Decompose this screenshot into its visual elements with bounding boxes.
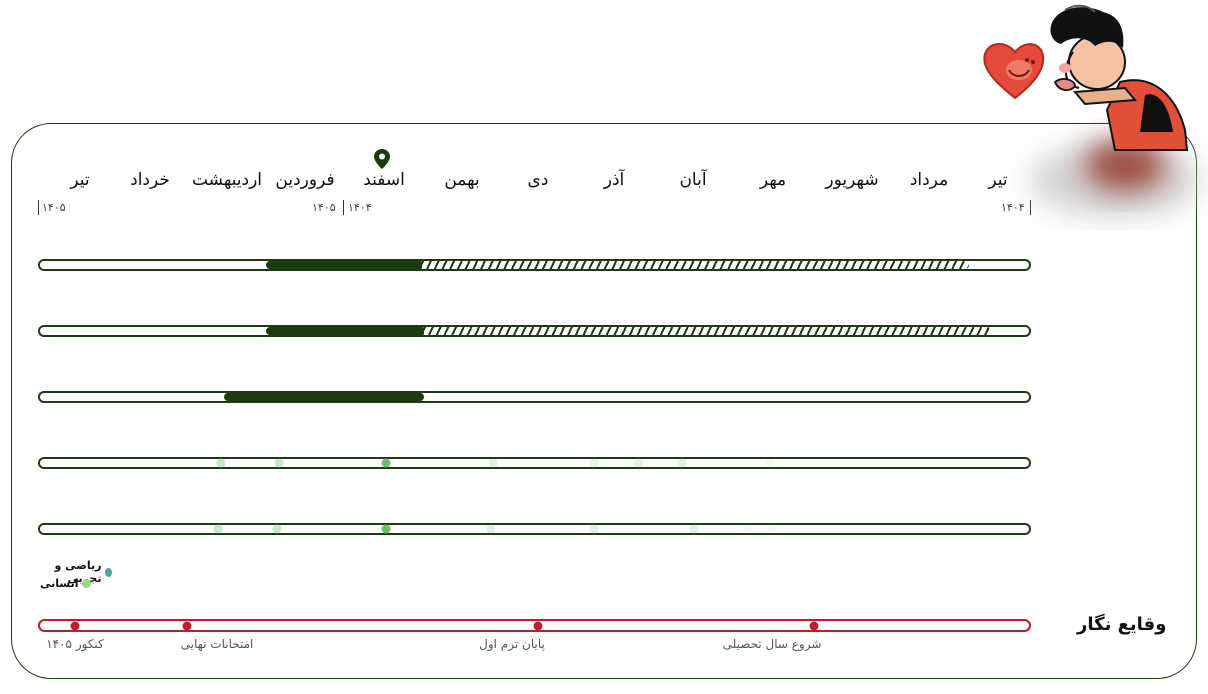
row-5-dot[interactable] bbox=[272, 524, 282, 534]
row-4-dot[interactable] bbox=[589, 458, 599, 468]
month-label-azar[interactable]: آذر bbox=[603, 170, 625, 190]
legend-swatch-humanities bbox=[82, 579, 92, 588]
events-title: وقایع نگار bbox=[1077, 614, 1167, 635]
legend-label-humanities: انسانی bbox=[40, 577, 79, 590]
progress-row-3-completed bbox=[224, 393, 424, 401]
month-label-mordad[interactable]: مرداد bbox=[909, 170, 949, 190]
row-4-dot[interactable] bbox=[766, 458, 776, 468]
row-4-dot[interactable] bbox=[634, 458, 644, 468]
event-label-konkur: کنکور ۱۴۰۵ bbox=[46, 637, 104, 651]
progress-row-3[interactable] bbox=[38, 391, 1031, 403]
row-4-dot[interactable] bbox=[677, 458, 687, 468]
row-5-dot-current[interactable] bbox=[381, 524, 391, 534]
mascot-illustration bbox=[983, 4, 1200, 218]
row-5-dot[interactable] bbox=[767, 524, 777, 534]
row-4-dot-current[interactable] bbox=[381, 458, 391, 468]
row-4-dot[interactable] bbox=[274, 458, 284, 468]
event-dot-konkur[interactable] bbox=[70, 621, 80, 631]
row-4-dot[interactable] bbox=[216, 458, 226, 468]
row-5-dot[interactable] bbox=[689, 524, 699, 534]
row-5-dot[interactable] bbox=[213, 524, 223, 534]
month-label-mehr[interactable]: مهر bbox=[759, 170, 787, 190]
progress-row-2-completed bbox=[266, 327, 426, 335]
event-label-school-start: شروع سال تحصیلی bbox=[722, 637, 822, 651]
year-label-start: ۱۴۰۴ bbox=[1001, 201, 1025, 214]
legend-item-math-science: ریاضی و تجربی bbox=[40, 559, 112, 585]
year-label-end: ۱۴۰۵ bbox=[42, 201, 66, 214]
row-5-dot[interactable] bbox=[486, 524, 496, 534]
event-dot-final-exams[interactable] bbox=[182, 621, 192, 631]
year-tick-left bbox=[38, 200, 39, 215]
progress-row-1-planned bbox=[422, 261, 969, 269]
month-label-tir-1404[interactable]: تیر bbox=[988, 170, 1008, 190]
legend-label-math-science: ریاضی و تجربی bbox=[54, 559, 102, 585]
month-label-tir-1405[interactable]: تیر bbox=[70, 170, 90, 190]
month-label-khordad[interactable]: خرداد bbox=[130, 170, 170, 190]
progress-row-5[interactable] bbox=[38, 523, 1031, 535]
progress-row-1[interactable] bbox=[38, 259, 1031, 271]
legend-item-humanities: انسانی bbox=[40, 577, 112, 590]
year-tick-right bbox=[1030, 200, 1031, 215]
month-label-farvardin[interactable]: فروردین bbox=[275, 170, 335, 190]
location-pin-icon bbox=[374, 149, 390, 169]
month-label-aban[interactable]: آبان bbox=[679, 170, 707, 190]
year-tick-split bbox=[343, 200, 344, 215]
month-label-dey[interactable]: دی bbox=[527, 170, 549, 190]
event-dot-school-start[interactable] bbox=[809, 621, 819, 631]
row-5-dot[interactable] bbox=[589, 524, 599, 534]
month-label-shahrivar[interactable]: شهریور bbox=[825, 170, 879, 190]
legend-swatch-math-science bbox=[105, 567, 112, 577]
event-label-term-end: پایان ترم اول bbox=[479, 637, 545, 651]
progress-row-1-completed bbox=[266, 261, 424, 269]
month-label-bahman[interactable]: بهمن bbox=[444, 170, 480, 190]
event-label-final-exams: امتحانات نهایی bbox=[180, 637, 254, 651]
progress-row-4[interactable] bbox=[38, 457, 1031, 469]
month-label-ordibehesht[interactable]: اردیبهشت bbox=[191, 170, 263, 190]
row-5-dot[interactable] bbox=[743, 524, 753, 534]
year-label-split-right: ۱۴۰۴ bbox=[348, 201, 372, 214]
event-dot-term-end[interactable] bbox=[533, 621, 543, 631]
row-4-dot[interactable] bbox=[488, 458, 498, 468]
progress-row-2-planned bbox=[424, 327, 991, 335]
month-label-esfand[interactable]: اسفند bbox=[363, 170, 405, 190]
year-label-split-left: ۱۴۰۵ bbox=[312, 201, 336, 214]
progress-row-2[interactable] bbox=[38, 325, 1031, 337]
